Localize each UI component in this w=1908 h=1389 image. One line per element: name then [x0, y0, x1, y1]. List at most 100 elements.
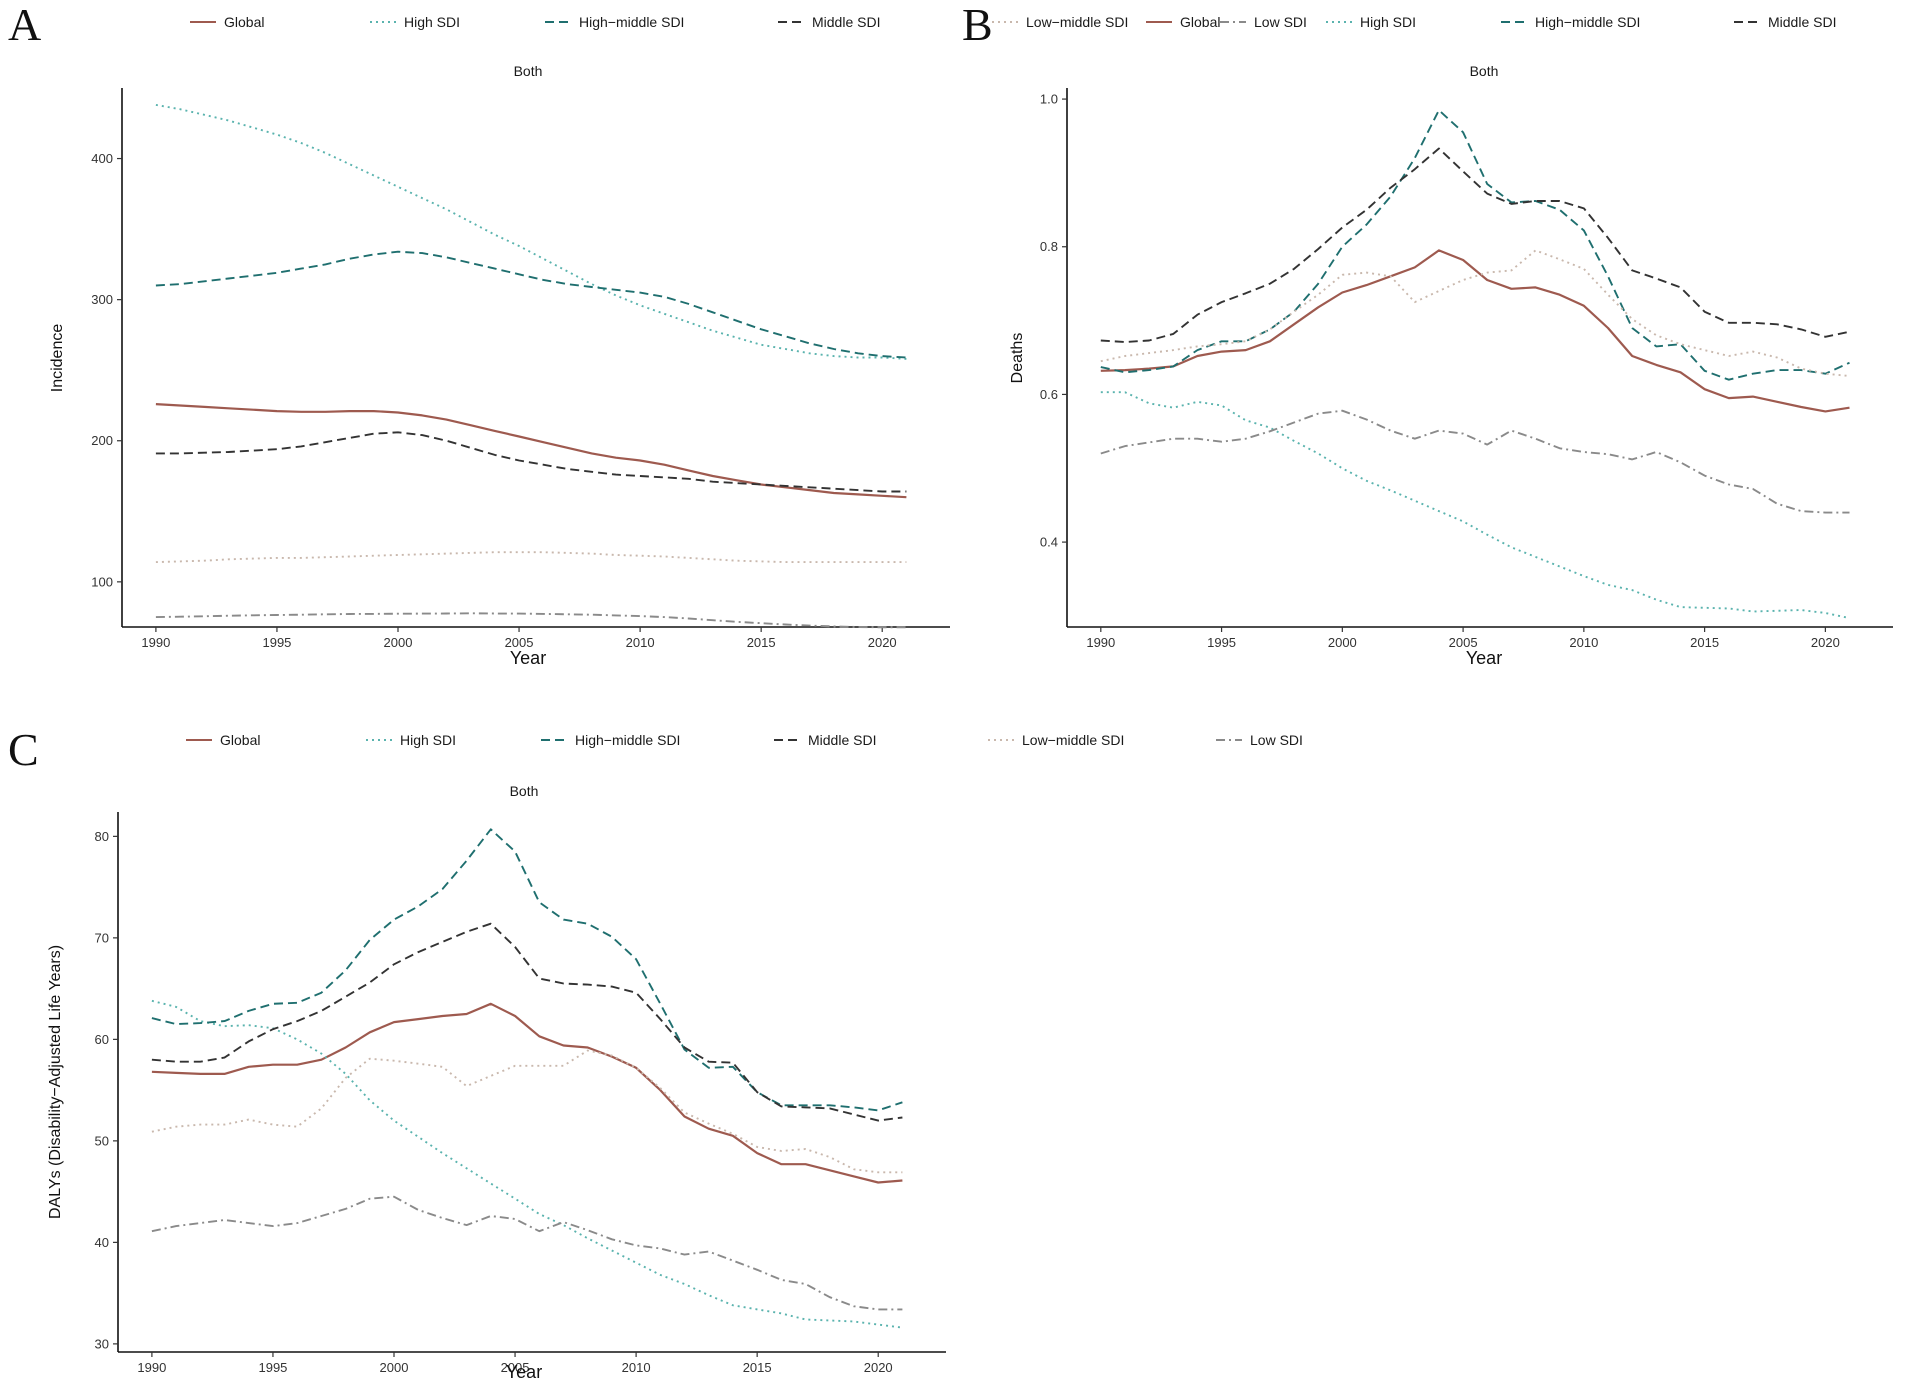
x-tick-label: 1995 — [258, 1360, 287, 1375]
legend: Global High SDI High−middle SDI Middle SDI L… — [1146, 14, 1836, 30]
y-tick-label: 80 — [95, 829, 109, 844]
legend-label: Low SDI — [1250, 732, 1303, 748]
series-line-low-middle-sdi — [1100, 249, 1850, 377]
series-line-low-sdi — [1100, 409, 1850, 514]
legend-label: Low−middle SDI — [1026, 14, 1128, 30]
legend-item-low-middle-sdi: Low−middle SDI — [992, 14, 1128, 30]
legend: Global High SDI High−middle SDI Middle SDI L… — [190, 14, 1307, 30]
series-line-middle-sdi — [155, 431, 907, 493]
legend-label: Global — [220, 732, 260, 748]
legend-label: High SDI — [404, 14, 460, 30]
x-tick-label: 2005 — [1449, 635, 1478, 650]
y-tick-label: 300 — [91, 292, 113, 307]
y-tick-label: 70 — [95, 930, 109, 945]
y-tick-label: 50 — [95, 1133, 109, 1148]
x-tick-label: 2010 — [626, 635, 655, 650]
legend-item-high-middle-sdi: High−middle SDI — [1501, 14, 1640, 30]
legend-item-high-middle-sdi: High−middle SDI — [545, 14, 684, 30]
facet-label: Both — [510, 783, 539, 799]
legend-item-high-sdi: High SDI — [1326, 14, 1416, 30]
legend-label: High−middle SDI — [575, 732, 680, 748]
panel-b: B Global High SDI High−middle SDI Middle SDI… — [962, 0, 1893, 668]
panel-label: C — [8, 724, 39, 775]
x-tick-label: 2020 — [864, 1360, 893, 1375]
series-line-high-middle-sdi — [155, 250, 907, 359]
x-tick-label: 2015 — [743, 1360, 772, 1375]
legend-label: High SDI — [400, 732, 456, 748]
legend-item-high-sdi: High SDI — [370, 14, 460, 30]
y-tick-label: 0.4 — [1040, 535, 1058, 550]
legend-item-global: Global — [186, 732, 260, 748]
legend-label: Global — [1180, 14, 1220, 30]
y-tick-label: 0.8 — [1040, 239, 1058, 254]
x-tick-label: 2000 — [384, 635, 413, 650]
y-tick-label: 200 — [91, 433, 113, 448]
series-line-high-middle-sdi — [1100, 109, 1850, 381]
legend-label: High−middle SDI — [1535, 14, 1640, 30]
panel-label: B — [962, 0, 993, 50]
x-tick-label: 1995 — [262, 635, 291, 650]
x-axis-title: Year — [506, 1362, 542, 1382]
legend-item-global: Global — [190, 14, 264, 30]
x-axis-title: Year — [510, 648, 546, 668]
y-axis-title: Incidence — [49, 324, 66, 393]
legend-item-middle-sdi: Middle SDI — [1734, 14, 1836, 30]
panel-c: C Global High SDI High−middle SDI Middle SDI… — [8, 724, 1303, 1382]
legend-label: Middle SDI — [808, 732, 876, 748]
x-axis-title: Year — [1466, 648, 1502, 668]
series-line-high-sdi — [151, 999, 903, 1329]
facet-label: Both — [1470, 63, 1499, 79]
legend-item-low-sdi: Low SDI — [1220, 14, 1307, 30]
series-line-global — [151, 1002, 903, 1184]
series-line-high-sdi — [155, 103, 907, 360]
legend-item-low-sdi: Low SDI — [1216, 732, 1303, 748]
series-line-high-middle-sdi — [151, 828, 903, 1112]
x-tick-label: 2020 — [1811, 635, 1840, 650]
legend-item-middle-sdi: Middle SDI — [774, 732, 876, 748]
x-tick-label: 1990 — [137, 1360, 166, 1375]
legend-label: Middle SDI — [1768, 14, 1836, 30]
y-tick-label: 60 — [95, 1032, 109, 1047]
legend-label: Global — [224, 14, 264, 30]
y-axis-title: DALYs (Disability−Adjusted Life Years) — [47, 945, 64, 1219]
x-tick-label: 2010 — [622, 1360, 651, 1375]
y-tick-label: 30 — [95, 1336, 109, 1351]
panel-label: A — [8, 0, 41, 50]
series-line-low-middle-sdi — [151, 1049, 903, 1174]
legend-item-middle-sdi: Middle SDI — [778, 14, 880, 30]
series-line-global — [155, 403, 907, 499]
series-line-middle-sdi — [1100, 147, 1850, 343]
x-tick-label: 2010 — [1569, 635, 1598, 650]
legend-item-global: Global — [1146, 14, 1220, 30]
y-axis-title: Deaths — [1009, 333, 1026, 384]
legend-item-low-middle-sdi: Low−middle SDI — [988, 732, 1124, 748]
legend-label: High SDI — [1360, 14, 1416, 30]
x-tick-label: 2000 — [380, 1360, 409, 1375]
x-tick-label: 1990 — [141, 635, 170, 650]
series-line-global — [1100, 249, 1850, 413]
x-tick-label: 2000 — [1328, 635, 1357, 650]
x-tick-label: 2005 — [505, 635, 534, 650]
x-tick-label: 2020 — [868, 635, 897, 650]
facet-label: Both — [514, 63, 543, 79]
y-tick-label: 40 — [95, 1235, 109, 1250]
y-tick-label: 0.6 — [1040, 387, 1058, 402]
y-tick-label: 400 — [91, 151, 113, 166]
series-line-low-sdi — [155, 612, 907, 629]
x-tick-label: 2005 — [501, 1360, 530, 1375]
panel-a: A Global High SDI High−middle SDI Middle SDI… — [8, 0, 1307, 668]
legend-item-high-sdi: High SDI — [366, 732, 456, 748]
y-tick-label: 100 — [91, 574, 113, 589]
series-line-middle-sdi — [151, 922, 903, 1122]
x-tick-label: 1990 — [1086, 635, 1115, 650]
series-line-high-sdi — [1100, 391, 1850, 620]
legend-label: Middle SDI — [812, 14, 880, 30]
legend-label: Low−middle SDI — [1022, 732, 1124, 748]
y-tick-label: 1.0 — [1040, 92, 1058, 107]
legend-label: Low SDI — [1254, 14, 1307, 30]
series-line-low-middle-sdi — [155, 551, 907, 564]
x-tick-label: 2015 — [747, 635, 776, 650]
x-tick-label: 1995 — [1207, 635, 1236, 650]
x-tick-label: 2015 — [1690, 635, 1719, 650]
